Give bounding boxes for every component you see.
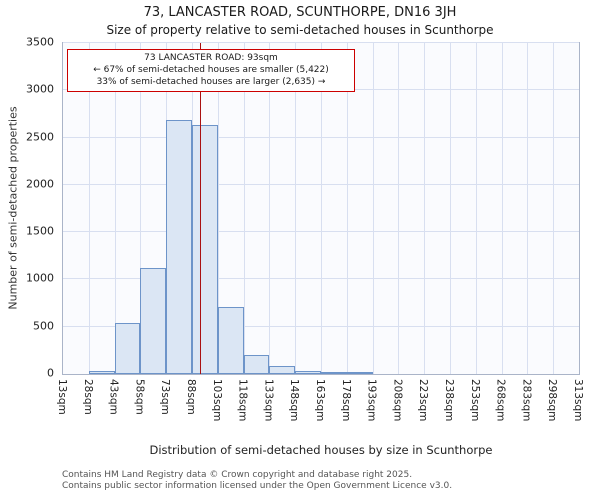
v-gridline: [553, 43, 555, 374]
x-tick-label: 208sqm: [391, 379, 404, 422]
v-gridline: [321, 43, 322, 374]
x-tick-label: 298sqm: [546, 379, 559, 422]
x-tick-labels: 13sqm 28sqm 43sqm 58sqm 73sqm 88sqm 103sqm 118s…: [56, 377, 584, 439]
attribution-line-2: Contains public sector information licen…: [62, 481, 453, 492]
v-gridline: [424, 43, 426, 374]
x-tick-label: 148sqm: [288, 379, 301, 422]
histogram-bar: [295, 370, 321, 374]
attribution-footer: Contains HM Land Registry data © Crown c…: [62, 470, 452, 493]
v-gridline: [501, 43, 503, 374]
x-tick-label: 223sqm: [417, 379, 430, 422]
histogram-bar: [166, 119, 192, 374]
v-gridline: [114, 43, 116, 374]
histogram-bar: [217, 306, 244, 374]
x-tick-label: 253sqm: [468, 379, 481, 422]
v-gridline: [88, 43, 90, 374]
v-gridline: [140, 43, 142, 374]
x-tick-label: 43sqm: [107, 379, 120, 415]
chart-title: 73, LANCASTER ROAD, SCUNTHORPE, DN16 3JH: [143, 5, 457, 20]
x-tick-label: 118sqm: [236, 379, 249, 422]
v-gridline: [527, 43, 529, 374]
v-gridline: [346, 43, 348, 374]
x-axis-label: Distribution of semi-detached houses by …: [149, 443, 493, 457]
x-tick-label: 283sqm: [520, 379, 533, 422]
v-gridline: [217, 43, 219, 374]
y-tick-label: 2500: [26, 130, 54, 144]
annotation-larger-line: 33% of semi-detached houses are larger (…: [96, 77, 326, 88]
v-gridline: [372, 43, 374, 374]
x-tick-label: 28sqm: [81, 379, 94, 415]
histogram-bar: [140, 268, 167, 374]
y-tick-label: 2000: [26, 177, 54, 191]
x-tick-label: 88sqm: [185, 379, 197, 415]
v-gridline: [450, 43, 451, 374]
histogram-bar: [192, 125, 218, 374]
x-tick-label: 13sqm: [56, 379, 68, 415]
x-tick-label: 103sqm: [210, 379, 223, 422]
x-tick-label: 238sqm: [443, 379, 455, 422]
x-tick-label: 178sqm: [339, 379, 352, 422]
x-tick-label: 73sqm: [159, 379, 172, 415]
marker-line: [199, 43, 202, 374]
histogram-bar: [269, 365, 296, 374]
y-tick-label: 3500: [26, 35, 54, 49]
x-tick-label: 193sqm: [365, 379, 378, 422]
y-tick-label: 0: [47, 366, 54, 380]
x-tick-label: 58sqm: [133, 379, 146, 415]
y-tick-label: 3000: [26, 82, 54, 96]
annotation-smaller-line: ← 67% of semi-detached houses are smalle…: [93, 65, 329, 76]
histogram-bar: [88, 371, 115, 374]
histogram-bar: [321, 372, 347, 374]
y-tick-labels: 0 500 1000 1500 2000 2500 3000 3500: [0, 36, 58, 380]
y-tick-label: 500: [33, 319, 54, 333]
x-tick-label: 163sqm: [314, 379, 326, 422]
histogram-bar: [243, 355, 270, 374]
v-gridline: [475, 43, 477, 374]
v-gridline: [269, 43, 271, 374]
y-tick-label: 1000: [26, 271, 54, 285]
v-gridline: [398, 43, 400, 374]
plot-area: 73 LANCASTER ROAD: 93sqm ← 67% of semi-d…: [62, 42, 580, 375]
y-tick-label: 1500: [26, 224, 54, 238]
v-gridline: [243, 43, 245, 374]
x-tick-label: 268sqm: [494, 379, 507, 422]
attribution-line-1: Contains HM Land Registry data © Crown c…: [62, 470, 413, 480]
v-gridline: [295, 43, 297, 374]
x-tick-label: 133sqm: [262, 379, 275, 422]
annotation-box: 73 LANCASTER ROAD: 93sqm ← 67% of semi-d…: [67, 49, 355, 93]
histogram-bar: [114, 322, 141, 374]
annotation-property-line: 73 LANCASTER ROAD: 93sqm: [144, 53, 278, 63]
h-gridline: [63, 42, 579, 43]
x-tick-label: 313sqm: [572, 379, 584, 422]
histogram-bar: [346, 372, 373, 374]
chart-subtitle: Size of property relative to semi-detach…: [106, 23, 494, 37]
